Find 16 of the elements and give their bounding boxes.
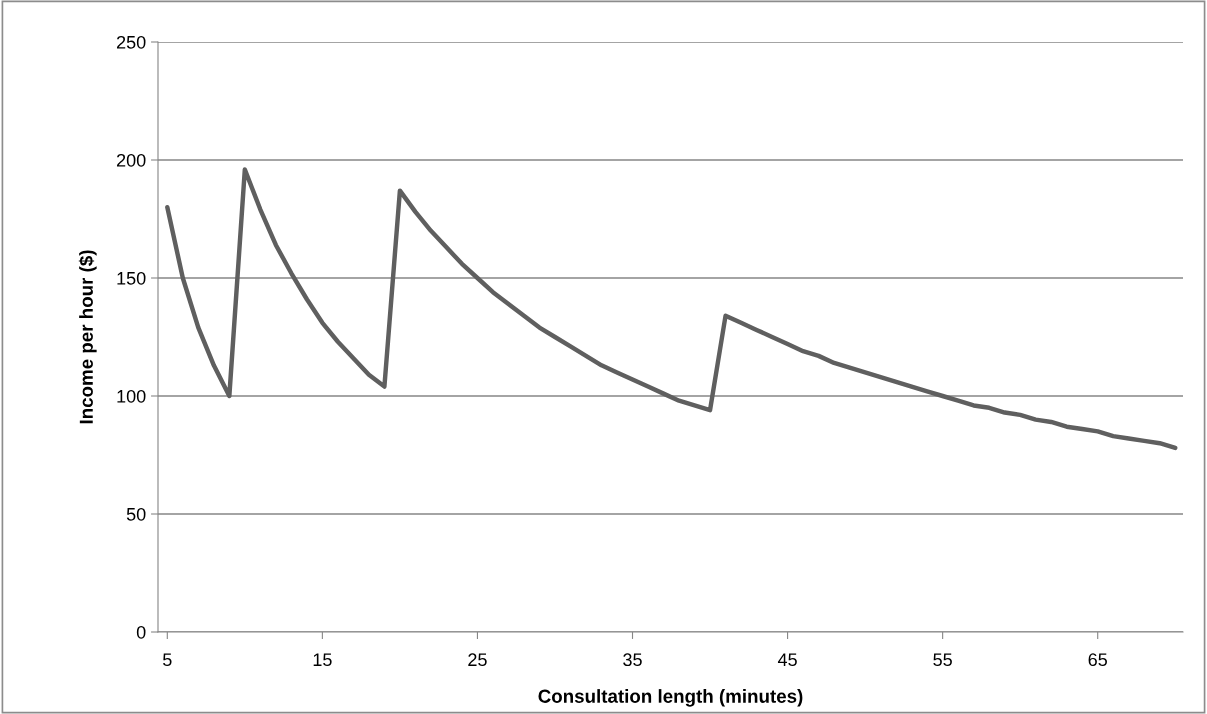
y-tick-label: 200 xyxy=(116,153,146,167)
y-tick-label: 0 xyxy=(136,625,146,639)
y-tick-label: 100 xyxy=(117,389,146,403)
y-tick-label: 250 xyxy=(116,35,146,49)
y-tick-label: 150 xyxy=(117,271,146,285)
y-axis-title: Income per hour ($) xyxy=(78,250,97,424)
x-tick-label: 45 xyxy=(777,653,797,667)
x-tick-label: 25 xyxy=(468,653,487,667)
x-tick-label: 15 xyxy=(313,653,332,667)
line-series xyxy=(165,167,1178,451)
x-tick-label: 55 xyxy=(933,653,952,667)
x-tick-label: 5 xyxy=(163,653,172,667)
x-tick-label: 65 xyxy=(1088,653,1107,667)
y-tick-label: 50 xyxy=(126,507,146,521)
x-axis-title: Consultation length (minutes) xyxy=(538,689,803,707)
x-tick-label: 35 xyxy=(623,653,642,667)
